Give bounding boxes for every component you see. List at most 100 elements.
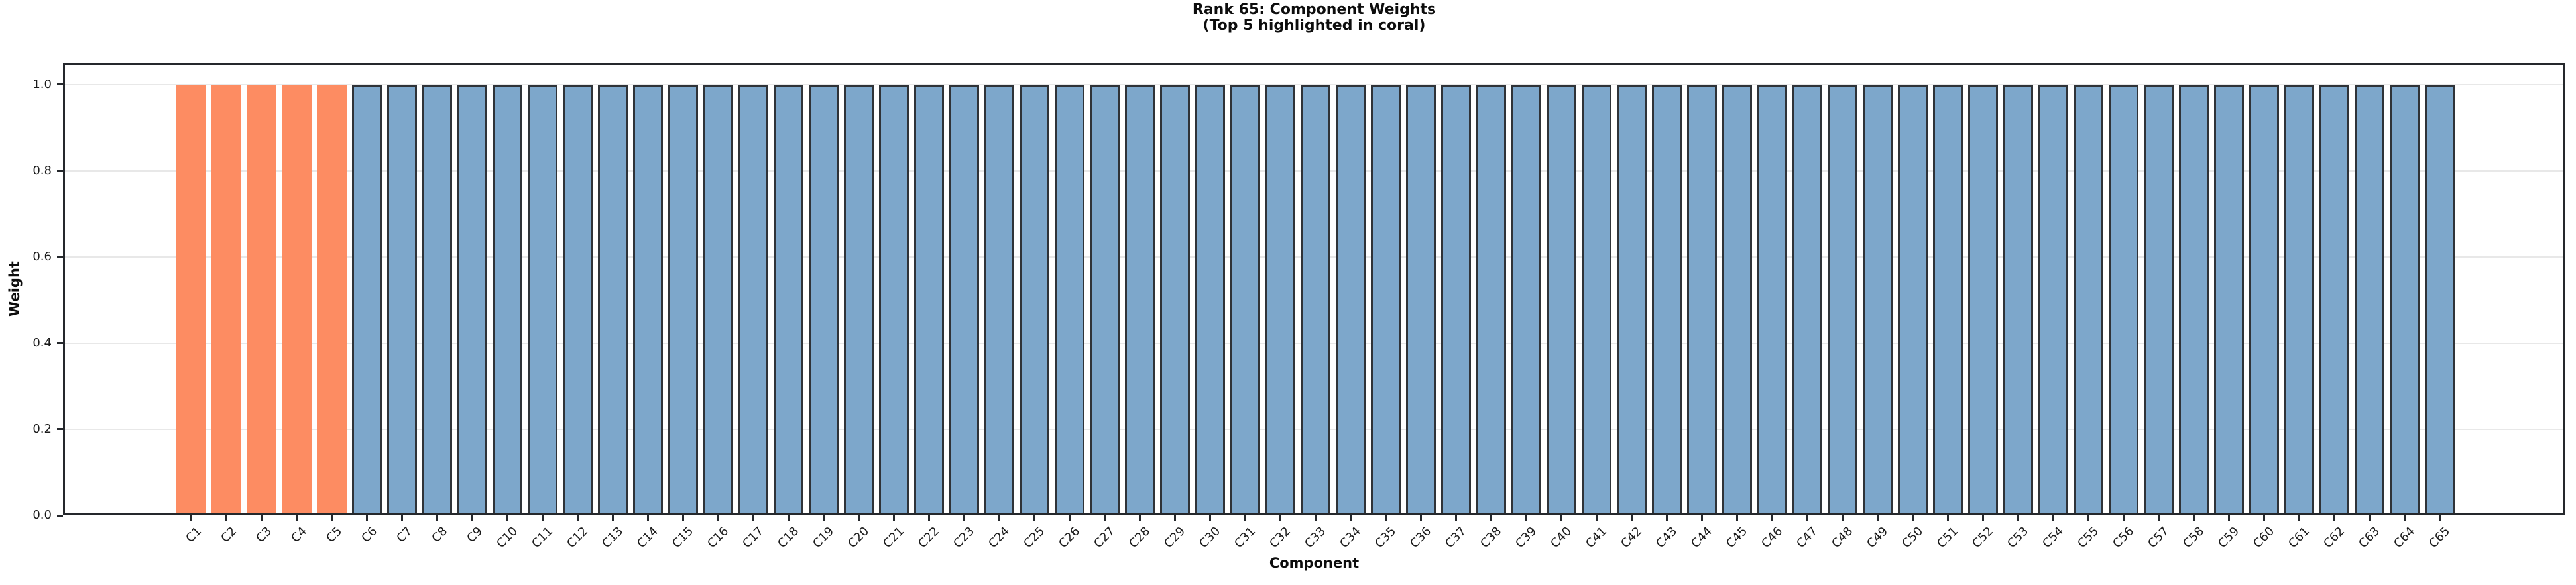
x-tick-label: C11 — [529, 524, 556, 551]
x-tick-label: C55 — [2075, 524, 2102, 551]
chart-title: Rank 65: Component Weights (Top 5 highli… — [63, 2, 2565, 34]
bar-highlighted — [281, 84, 312, 515]
x-tick-label: C42 — [1618, 524, 1645, 551]
x-tick-label: C65 — [2426, 524, 2453, 551]
bar — [773, 84, 803, 515]
bar — [457, 84, 487, 515]
x-tick-label: C48 — [1829, 524, 1856, 551]
bar — [668, 84, 698, 515]
bar — [1686, 84, 1717, 515]
x-tick-mark — [998, 515, 1000, 521]
bar — [1335, 84, 1366, 515]
bar — [1019, 84, 1049, 515]
bar — [1195, 84, 1225, 515]
bar — [1089, 84, 1120, 515]
x-tick-mark — [822, 515, 825, 521]
x-tick-label: C13 — [599, 524, 626, 551]
x-tick-mark — [1946, 515, 1949, 521]
x-tick-label: C43 — [1653, 524, 1680, 551]
x-tick-mark — [1700, 515, 1703, 521]
bar — [1616, 84, 1647, 515]
x-tick-label: C33 — [1302, 524, 1329, 551]
x-tick-mark — [892, 515, 895, 521]
x-tick-label: C38 — [1478, 524, 1505, 551]
x-tick-label: C6 — [359, 524, 381, 546]
x-tick-label: C30 — [1197, 524, 1224, 551]
x-tick-mark — [2438, 515, 2441, 521]
x-tick-mark — [330, 515, 333, 521]
x-tick-mark — [1841, 515, 1844, 521]
x-tick-mark — [963, 515, 965, 521]
x-tick-label: C53 — [2005, 524, 2032, 551]
x-tick-mark — [2192, 515, 2195, 521]
bar-highlighted — [176, 84, 206, 515]
bar — [597, 84, 628, 515]
bar-highlighted — [246, 84, 276, 515]
bar — [1440, 84, 1471, 515]
x-tick-mark — [2087, 515, 2089, 521]
bar — [808, 84, 839, 515]
bar — [2284, 84, 2314, 515]
bar — [703, 84, 733, 515]
bar — [1511, 84, 1541, 515]
bar — [1370, 84, 1401, 515]
bar — [2143, 84, 2174, 515]
x-tick-mark — [2262, 515, 2265, 521]
x-tick-mark — [436, 515, 438, 521]
x-tick-mark — [260, 515, 263, 521]
x-tick-label: C51 — [1934, 524, 1961, 551]
x-tick-label: C25 — [1021, 524, 1048, 551]
x-tick-mark — [1771, 515, 1773, 521]
x-tick-mark — [1384, 515, 1387, 521]
y-tick-label: 0.6 — [32, 249, 52, 264]
x-tick-label: C46 — [1759, 524, 1786, 551]
bar — [351, 84, 382, 515]
plot-area: 0.0 0.2 0.4 0.6 0.8 1.0 C1 C2 C3 C4 C5 C6 C7 C8 C9 C10 C… — [32, 63, 2565, 551]
x-tick-mark — [506, 515, 508, 521]
x-tick-label: C36 — [1407, 524, 1434, 551]
bar — [984, 84, 1014, 515]
x-tick-mark — [1103, 515, 1106, 521]
x-tick-label: C5 — [323, 524, 345, 546]
x-tick-mark — [681, 515, 684, 521]
bar-highlighted — [211, 84, 241, 515]
x-tick-mark — [857, 515, 860, 521]
x-tick-label: C37 — [1442, 524, 1470, 551]
bar — [738, 84, 768, 515]
bar — [1862, 84, 1893, 515]
x-tick-label: C49 — [1864, 524, 1891, 551]
bar — [562, 84, 593, 515]
x-tick-mark — [611, 515, 614, 521]
bar — [2038, 84, 2068, 515]
x-tick-label: C31 — [1232, 524, 1259, 551]
x-tick-label: C62 — [2321, 524, 2348, 551]
x-axis-label: Component — [1269, 555, 1360, 571]
x-tick-mark — [2017, 515, 2019, 521]
bar — [1265, 84, 1295, 515]
x-tick-mark — [1981, 515, 1984, 521]
x-tick-label: C3 — [253, 524, 275, 546]
x-tick-label: C39 — [1513, 524, 1540, 551]
x-tick-mark — [1279, 515, 1281, 521]
y-tick-label: 1.0 — [32, 77, 52, 91]
x-tick-label: C63 — [2356, 524, 2383, 551]
y-tick-mark — [57, 83, 63, 86]
x-tick-label: C54 — [2040, 524, 2067, 551]
x-tick-mark — [225, 515, 227, 521]
bar — [492, 84, 522, 515]
x-tick-label: C9 — [464, 524, 486, 546]
x-tick-mark — [1735, 515, 1738, 521]
bar — [1476, 84, 1506, 515]
bar — [632, 84, 663, 515]
x-tick-label: C60 — [2251, 524, 2278, 551]
x-tick-mark — [1490, 515, 1492, 521]
x-tick-label: C34 — [1337, 524, 1364, 551]
x-tick-mark — [365, 515, 368, 521]
x-tick-label: C27 — [1091, 524, 1118, 551]
x-tick-label: C50 — [1899, 524, 1926, 551]
x-tick-mark — [1419, 515, 1422, 521]
x-tick-mark — [1033, 515, 1035, 521]
x-tick-label: C4 — [288, 524, 310, 546]
x-tick-mark — [2157, 515, 2160, 521]
x-tick-mark — [717, 515, 719, 521]
